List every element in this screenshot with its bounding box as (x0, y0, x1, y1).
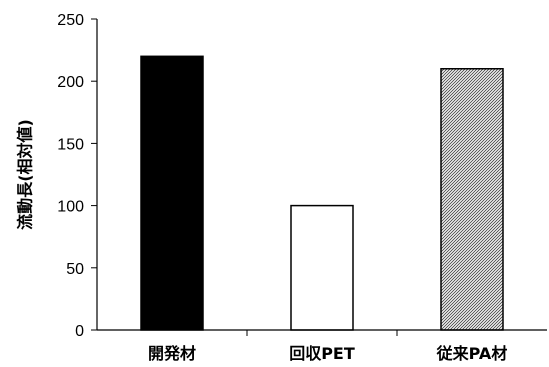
axes (96, 19, 547, 336)
bar-1 (140, 55, 204, 331)
y-tick-label: 100 (57, 199, 84, 216)
x-category-label: 従来PA材 (436, 344, 508, 363)
x-labels: 開発材 回収PET 従来PA材 (148, 344, 507, 363)
bar-3 (440, 68, 504, 331)
y-tick-label: 0 (75, 323, 84, 340)
y-ticks: 0 50 100 150 200 250 (57, 12, 97, 340)
y-tick-label: 150 (57, 136, 84, 153)
bars (140, 55, 504, 331)
y-axis-title: 流動長(相対値) (16, 119, 35, 230)
x-category-label: 開発材 (148, 344, 196, 363)
x-category-label: 回収PET (289, 344, 355, 363)
y-tick-label: 250 (57, 12, 84, 29)
y-tick-label: 200 (57, 74, 84, 91)
y-axis-title-group: 流動長(相対値) (16, 119, 35, 230)
y-tick-label: 50 (66, 261, 84, 278)
bar-2 (290, 204, 354, 331)
